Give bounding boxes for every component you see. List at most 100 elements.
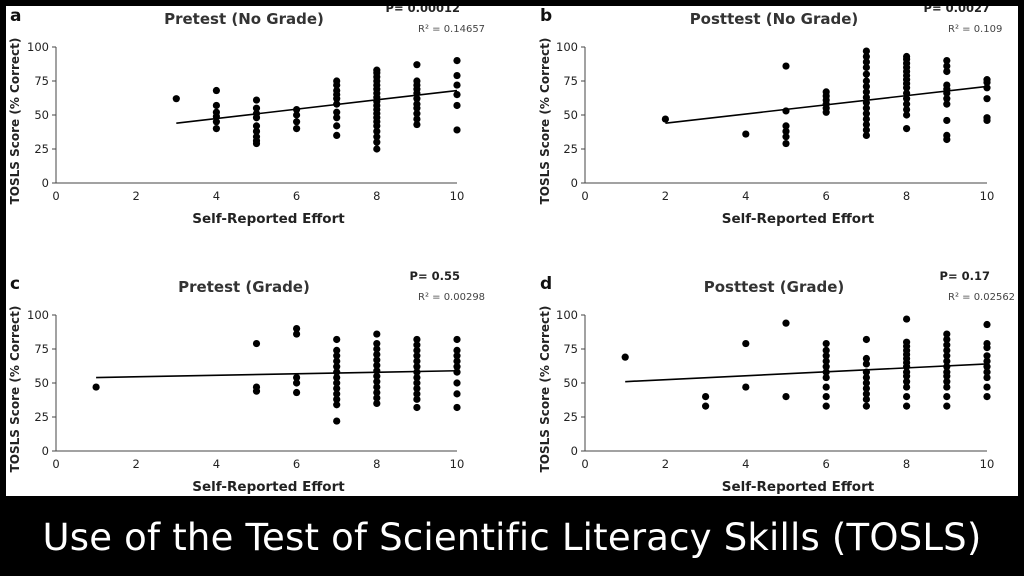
- data-point: [822, 352, 830, 360]
- data-point: [903, 52, 911, 61]
- data-point: [702, 393, 710, 401]
- data-point: [333, 346, 341, 354]
- y-tick-label: 75: [563, 342, 578, 356]
- data-point: [413, 395, 421, 403]
- data-point: [903, 383, 911, 391]
- data-point: [661, 115, 669, 123]
- data-point: [333, 373, 341, 382]
- data-point: [943, 100, 951, 108]
- data-point: [413, 77, 421, 85]
- data-point: [373, 66, 381, 74]
- data-point: [903, 315, 911, 323]
- data-point: [862, 360, 870, 368]
- data-point: [293, 111, 301, 119]
- data-point: [413, 335, 421, 344]
- data-point: [453, 91, 461, 99]
- p-value: P= 0.17: [940, 269, 990, 283]
- data-point: [252, 104, 261, 112]
- data-point: [413, 346, 421, 354]
- data-point: [903, 105, 911, 114]
- y-tick-label: 25: [563, 410, 578, 424]
- data-point: [862, 120, 870, 129]
- data-point: [983, 357, 991, 365]
- data-point: [742, 130, 750, 138]
- r-squared: R² = 0.109: [948, 24, 1002, 35]
- y-tick-label: 25: [34, 142, 49, 156]
- data-point: [293, 118, 301, 126]
- chart-title: Pretest (No Grade): [164, 10, 324, 28]
- data-point: [943, 402, 951, 410]
- x-tick-label: 0: [52, 457, 59, 471]
- data-point: [903, 125, 911, 133]
- data-point: [862, 395, 870, 403]
- data-point: [983, 368, 991, 376]
- x-tick-label: 6: [823, 457, 830, 471]
- data-point: [373, 394, 381, 402]
- x-tick-label: 4: [213, 457, 220, 471]
- panel-label: b: [540, 6, 552, 26]
- data-point: [373, 383, 381, 391]
- data-point: [212, 108, 220, 116]
- data-point: [943, 378, 951, 386]
- p-value: P= 0.55: [410, 269, 460, 283]
- chart-a: a Pretest (No Grade) P= 0.00012 R² = 0.1465…: [8, 6, 485, 227]
- x-tick-label: 4: [742, 189, 749, 203]
- data-point: [822, 88, 830, 96]
- x-tick-label: 6: [823, 189, 830, 203]
- data-point: [252, 127, 261, 135]
- data-point: [983, 339, 991, 348]
- data-point: [333, 114, 341, 122]
- p-value: P= 0.00012: [386, 6, 460, 15]
- data-point: [413, 100, 421, 108]
- y-tick-label: 25: [563, 142, 578, 156]
- data-point: [453, 346, 461, 354]
- data-point: [373, 399, 381, 407]
- data-point: [333, 390, 341, 398]
- data-point: [453, 363, 461, 371]
- data-point: [172, 95, 180, 103]
- data-point: [333, 363, 341, 371]
- data-point: [782, 62, 790, 70]
- data-point: [212, 101, 220, 110]
- data-point: [373, 356, 381, 364]
- scatter-charts: a Pretest (No Grade) P= 0.00012 R² = 0.1465…: [8, 6, 1015, 495]
- data-point: [252, 339, 261, 348]
- r-squared: R² = 0.02562: [948, 292, 1015, 303]
- data-point: [862, 58, 870, 66]
- data-point: [862, 335, 870, 344]
- y-tick-label: 0: [42, 176, 49, 190]
- y-axis-label: TOSLS Score (% Correct): [8, 38, 22, 205]
- trend-line: [96, 369, 458, 379]
- data-point: [862, 390, 870, 398]
- data-point: [333, 335, 341, 344]
- data-point: [333, 417, 341, 425]
- data-point: [782, 393, 790, 401]
- data-point: [862, 77, 870, 85]
- x-axis-label: Self-Reported Effort: [192, 211, 345, 227]
- data-point: [862, 379, 870, 387]
- y-tick-label: 50: [563, 376, 578, 390]
- data-point: [333, 108, 341, 116]
- data-point: [862, 354, 870, 363]
- x-tick-label: 2: [662, 189, 669, 203]
- data-point: [943, 352, 951, 360]
- data-point: [983, 95, 991, 103]
- data-point: [453, 71, 461, 80]
- panel-label: a: [10, 6, 21, 26]
- data-point: [983, 373, 991, 382]
- x-tick-label: 4: [213, 189, 220, 203]
- data-point: [822, 393, 830, 401]
- x-tick-label: 10: [980, 189, 995, 203]
- caption-title: Use of the Test of Scientific Literacy S…: [42, 515, 982, 559]
- data-point: [943, 341, 951, 349]
- data-point: [782, 319, 790, 327]
- data-point: [252, 122, 261, 130]
- data-point: [943, 62, 951, 70]
- y-axis-label: TOSLS Score (% Correct): [8, 306, 22, 473]
- data-point: [333, 379, 341, 387]
- data-point: [943, 335, 951, 344]
- data-point: [903, 378, 911, 386]
- y-tick-label: 0: [571, 444, 578, 458]
- data-point: [373, 378, 381, 386]
